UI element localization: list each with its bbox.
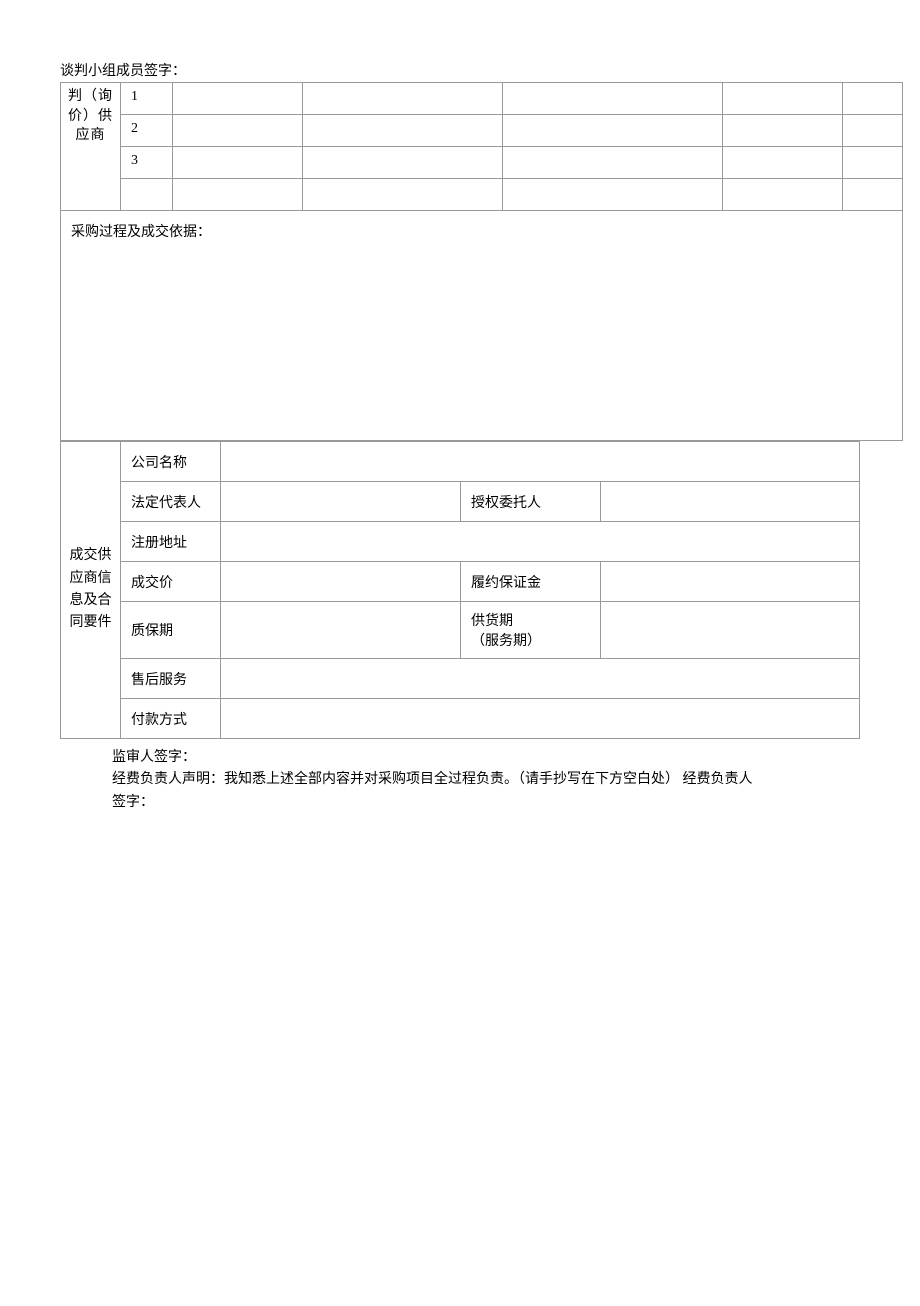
company-name-label: 公司名称	[121, 442, 221, 482]
table-cell	[173, 147, 303, 179]
deal-price-label: 成交价	[121, 562, 221, 602]
budget-person-statement: 经费负责人声明：我知悉上述全部内容并对采购项目全过程负责。（请手抄写在下方空白处…	[112, 769, 860, 791]
footer-block: 监审人签字： 经费负责人声明：我知悉上述全部内容并对采购项目全过程负责。（请手抄…	[60, 747, 860, 814]
table-cell	[843, 83, 903, 115]
table-cell	[723, 115, 843, 147]
reg-address-value	[221, 522, 860, 562]
after-service-label: 售后服务	[121, 659, 221, 699]
performance-bond-label: 履约保证金	[461, 562, 601, 602]
table-cell	[843, 179, 903, 211]
legal-rep-value	[221, 482, 461, 522]
auth-agent-value	[601, 482, 860, 522]
table-cell	[303, 147, 503, 179]
warranty-value	[221, 602, 461, 659]
table-cell	[503, 83, 723, 115]
payment-method-label: 付款方式	[121, 699, 221, 739]
table-cell	[503, 115, 723, 147]
table-cell	[303, 115, 503, 147]
performance-bond-value	[601, 562, 860, 602]
table-cell	[503, 179, 723, 211]
reg-address-label: 注册地址	[121, 522, 221, 562]
supplier-side-label: 判（询 价）供 应商	[61, 83, 121, 211]
contract-info-table: 成交供应商信息及合同要件 公司名称 法定代表人 授权委托人 注册地址 成交价 履…	[60, 441, 860, 739]
deal-price-value	[221, 562, 461, 602]
table-cell	[843, 147, 903, 179]
row-num: 1	[121, 83, 173, 115]
budget-signature-label: 签字：	[112, 792, 860, 814]
auditor-signature-label: 监审人签字：	[112, 747, 860, 769]
table-cell	[723, 83, 843, 115]
table-cell	[173, 115, 303, 147]
table-cell	[303, 179, 503, 211]
legal-rep-label: 法定代表人	[121, 482, 221, 522]
table-cell	[843, 115, 903, 147]
row-num: 2	[121, 115, 173, 147]
process-basis-section: 采购过程及成交依据：	[61, 211, 903, 441]
contract-side-label: 成交供应商信息及合同要件	[61, 442, 121, 739]
delivery-line1: 供货期	[471, 614, 513, 629]
table-cell	[173, 179, 303, 211]
delivery-line2: （服务期）	[471, 634, 541, 649]
delivery-period-value	[601, 602, 860, 659]
warranty-label: 质保期	[121, 602, 221, 659]
company-name-value	[221, 442, 860, 482]
table-cell	[723, 179, 843, 211]
after-service-value	[221, 659, 860, 699]
table-cell	[173, 83, 303, 115]
supplier-quote-table: 判（询 价）供 应商 1 2 3 采购过程及成交依据：	[60, 82, 903, 441]
table-cell	[503, 147, 723, 179]
table-cell	[723, 147, 843, 179]
payment-method-value	[221, 699, 860, 739]
row-num	[121, 179, 173, 211]
table-cell	[303, 83, 503, 115]
negotiation-signature-label: 谈判小组成员签字：	[60, 60, 860, 80]
row-num: 3	[121, 147, 173, 179]
auth-agent-label: 授权委托人	[461, 482, 601, 522]
delivery-period-label: 供货期 （服务期）	[461, 602, 601, 659]
